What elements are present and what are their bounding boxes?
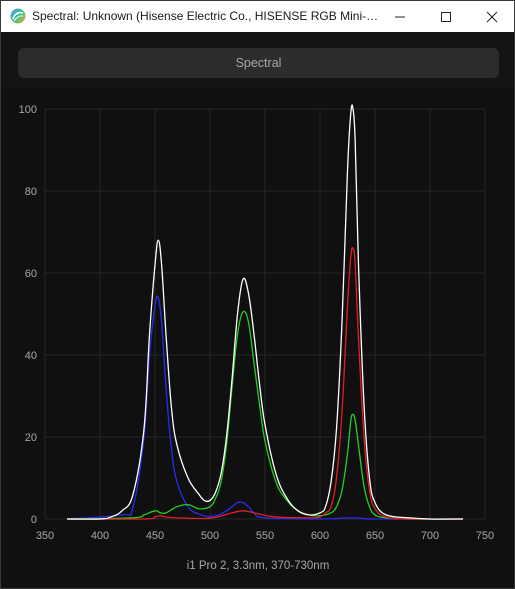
chart-caption: i1 Pro 2, 3.3nm, 370-730nm [187,560,330,572]
chart-series [66,104,464,520]
x-tick-label: 750 [476,530,494,542]
x-tick-label: 550 [256,530,274,542]
app-logo-icon [10,8,26,24]
x-tick-label: 650 [366,530,384,542]
spectral-chart: 350 400 450 500 550 600 650 700 750020406080100 … [19,104,495,572]
y-tick-label: 0 [31,514,37,526]
close-button[interactable] [469,1,514,32]
maximize-button[interactable] [423,1,469,32]
minimize-icon [395,16,405,17]
y-tick-label: 100 [19,104,37,116]
minimize-button[interactable] [377,1,423,32]
chart-axes: 350 400 450 500 550 600 650 700 750 0 20 40 60 80 100 [19,104,495,542]
x-tick-label: 500 [201,530,219,542]
y-tick-label: 80 [25,186,37,198]
series-line-blue [66,295,464,520]
series-line-green [66,310,464,520]
x-tick-label: 450 [146,530,164,542]
spectral-section-header[interactable]: Spectral [18,48,499,78]
series-line-red [66,246,464,520]
series-line-white [66,104,464,520]
spectral-chart-panel: 350 400 450 500 550 600 650 700 750 0 20 40 60 80 100 … [1,87,514,587]
title-bar[interactable]: Spectral: Unknown (Hisense Electric Co.,… [1,1,514,32]
chart-grid [44,108,486,520]
x-tick-label: 350 [36,530,54,542]
x-tick-label: 600 [311,530,329,542]
y-tick-label: 40 [25,350,37,362]
y-tick-label: 60 [25,268,37,280]
maximize-icon [441,11,451,22]
y-tick-label: 20 [25,432,37,444]
x-tick-label: 400 [91,530,109,542]
close-icon [486,11,498,22]
window-title: Spectral: Unknown (Hisense Electric Co.,… [32,9,382,23]
x-tick-label: 700 [421,530,439,542]
